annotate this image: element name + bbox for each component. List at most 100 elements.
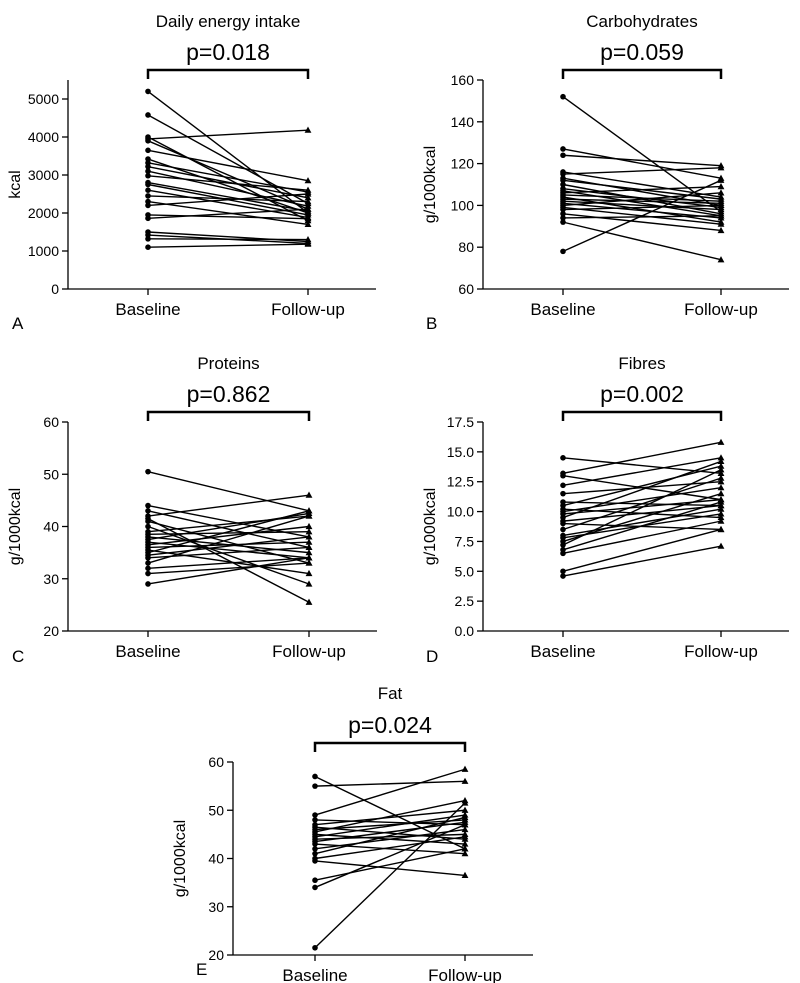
subject-line xyxy=(314,824,466,889)
baseline-point xyxy=(145,565,151,572)
followup-point xyxy=(717,189,725,196)
followup-point xyxy=(305,559,313,566)
subject-line xyxy=(314,819,466,831)
baseline-point xyxy=(312,841,318,847)
followup-point xyxy=(304,194,312,201)
subject-line xyxy=(147,175,309,191)
followup-point xyxy=(717,457,725,465)
baseline-point xyxy=(560,248,566,255)
panel-b: Carbohydrates p=0.059 60 80 100 120 140 160 Base… xyxy=(422,12,789,333)
y-tick-label: 5.0 xyxy=(455,563,475,579)
followup-point xyxy=(717,182,725,190)
subject-line xyxy=(147,515,310,533)
subject-line xyxy=(147,470,310,512)
followup-point xyxy=(717,474,725,481)
baseline-point xyxy=(560,550,566,557)
subject-line xyxy=(147,515,310,564)
p-value-label: p=0.002 xyxy=(600,381,684,407)
subject-line xyxy=(147,562,310,575)
subject-line xyxy=(562,148,722,179)
baseline-point xyxy=(560,93,566,100)
followup-point xyxy=(461,840,469,847)
subject-line xyxy=(562,460,722,519)
followup-point xyxy=(304,190,312,197)
followup-point xyxy=(717,490,725,497)
subject-line xyxy=(562,520,722,555)
baseline-point xyxy=(145,581,151,587)
subject-line xyxy=(562,204,722,211)
subject-line xyxy=(147,525,310,546)
followup-point xyxy=(305,533,313,540)
subject-line xyxy=(562,190,722,217)
baseline-point xyxy=(312,944,318,951)
baseline-point xyxy=(145,193,151,199)
baseline-point xyxy=(145,181,151,188)
subject-line xyxy=(147,510,310,549)
subject-line xyxy=(314,821,466,843)
baseline-point xyxy=(145,560,151,566)
followup-point xyxy=(717,205,725,213)
chart-title: Daily energy intake xyxy=(156,12,301,31)
baseline-point xyxy=(312,817,318,823)
subject-line xyxy=(147,149,309,182)
followup-point xyxy=(717,212,725,219)
y-tick-label: 140 xyxy=(451,114,475,130)
y-tick-label: 120 xyxy=(451,156,475,172)
subject-line xyxy=(562,179,722,253)
followup-point xyxy=(305,554,313,561)
x-tick-label: Baseline xyxy=(115,642,180,661)
subject-line xyxy=(147,136,309,222)
followup-point xyxy=(304,198,312,205)
subject-line xyxy=(314,799,466,833)
y-tick-label: 20 xyxy=(43,623,59,639)
y-tick-label: 160 xyxy=(451,72,475,88)
baseline-point xyxy=(312,850,318,857)
baseline-point xyxy=(560,171,566,177)
subject-line xyxy=(314,814,466,838)
subject-line xyxy=(562,185,722,194)
y-axis-label: g/1000kcal xyxy=(7,488,24,565)
subject-line xyxy=(562,504,722,522)
subject-line xyxy=(562,441,722,475)
followup-point xyxy=(717,164,725,171)
followup-point xyxy=(305,580,313,587)
y-tick-label: 50 xyxy=(208,802,224,818)
followup-point xyxy=(305,598,313,605)
baseline-point xyxy=(560,490,566,497)
baseline-point xyxy=(560,181,566,188)
baseline-point xyxy=(145,163,151,170)
followup-point xyxy=(304,215,312,222)
followup-point xyxy=(305,569,313,577)
followup-point xyxy=(461,871,469,878)
significance-bracket xyxy=(313,741,467,752)
subject-line xyxy=(562,171,722,198)
p-value-label: p=0.024 xyxy=(348,712,432,738)
baseline-point xyxy=(560,482,566,489)
baseline-point xyxy=(560,210,566,217)
baseline-point xyxy=(560,219,566,225)
y-tick-label: 40 xyxy=(208,851,224,867)
followup-point xyxy=(304,186,312,193)
baseline-point xyxy=(312,884,318,891)
followup-point xyxy=(304,177,312,184)
subject-line xyxy=(147,525,310,585)
y-tick-label: 17.5 xyxy=(447,414,474,430)
baseline-point xyxy=(560,472,566,479)
panel-a: Daily energy intake p=0.018 0 1000 2000 3000 4… xyxy=(7,12,376,333)
subject-line xyxy=(314,860,466,877)
p-value-label: p=0.018 xyxy=(186,39,270,65)
subject-line xyxy=(147,181,309,212)
subject-line xyxy=(147,238,309,241)
y-tick-label: 12.5 xyxy=(447,474,474,490)
subject-line xyxy=(147,165,309,199)
followup-point xyxy=(461,845,469,852)
baseline-point xyxy=(312,783,318,789)
y-axis-label: g/1000kcal xyxy=(172,820,189,897)
baseline-point xyxy=(312,812,318,818)
x-tick-label: Baseline xyxy=(530,300,595,319)
followup-point xyxy=(305,543,313,550)
subject-line xyxy=(562,545,722,577)
subject-line xyxy=(562,196,722,223)
panel-letter: E xyxy=(196,960,207,979)
chart-title: Fat xyxy=(378,684,403,703)
